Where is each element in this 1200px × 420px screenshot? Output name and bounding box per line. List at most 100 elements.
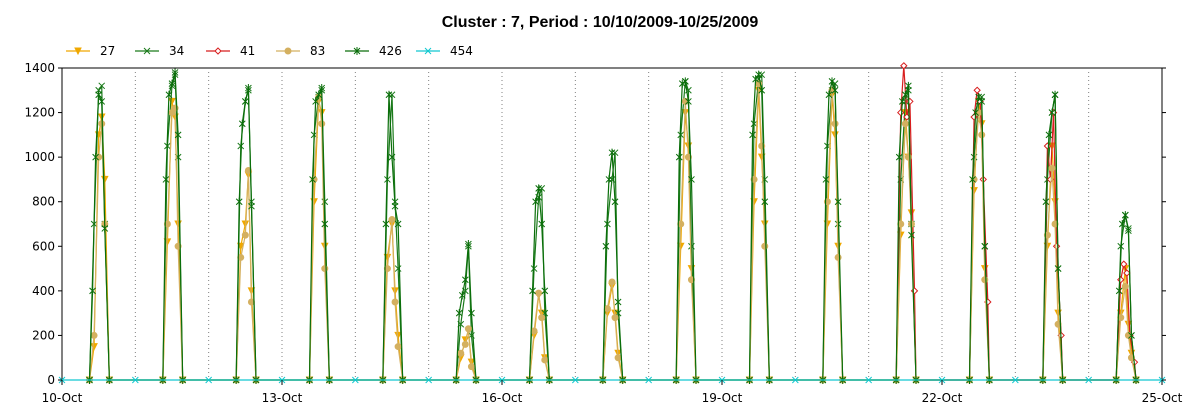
- data-point: [978, 131, 986, 139]
- data-point: [321, 265, 329, 273]
- data-point: [394, 265, 402, 272]
- data-point: [901, 90, 909, 99]
- data-point: [457, 349, 465, 357]
- data-point: [171, 68, 179, 77]
- data-point: [98, 97, 106, 106]
- data-point: [602, 242, 610, 251]
- data-point: [92, 153, 99, 162]
- data-point: [541, 356, 549, 364]
- y-tick-label: 1200: [24, 106, 55, 120]
- data-point: [529, 286, 536, 295]
- data-point: [1127, 354, 1135, 362]
- data-point: [385, 90, 393, 99]
- data-point: [458, 291, 466, 300]
- data-point: [761, 242, 769, 250]
- data-point: [163, 220, 171, 228]
- data-point: [758, 71, 766, 79]
- series-454: [58, 376, 1166, 384]
- data-point: [900, 62, 908, 70]
- data-point: [1121, 211, 1129, 220]
- data-point: [89, 286, 96, 295]
- data-point: [972, 108, 979, 117]
- data-point: [425, 376, 433, 384]
- legend-swatch-marker: [353, 47, 361, 55]
- data-point: [1054, 264, 1062, 273]
- y-tick-label: 800: [32, 195, 55, 209]
- y-tick-label: 0: [47, 373, 55, 387]
- legend-label: 34: [169, 44, 184, 58]
- data-point: [538, 184, 546, 192]
- data-point: [831, 120, 839, 128]
- data-point: [603, 305, 611, 313]
- data-point: [608, 148, 616, 157]
- legend-item-27: 27: [66, 44, 115, 58]
- legend-label: 426: [379, 44, 402, 58]
- legend-item-83: 83: [276, 44, 325, 58]
- data-point: [530, 327, 538, 335]
- data-point: [391, 298, 399, 306]
- data-point: [1051, 90, 1059, 99]
- data-point: [978, 97, 986, 106]
- data-point: [791, 376, 799, 384]
- data-point: [351, 376, 359, 384]
- data-point: [535, 289, 543, 297]
- data-point: [241, 97, 249, 106]
- data-point: [1054, 320, 1062, 328]
- data-point: [825, 90, 833, 99]
- data-point: [1124, 331, 1132, 339]
- data-point: [464, 325, 472, 333]
- data-point: [681, 97, 689, 105]
- data-point: [315, 90, 323, 99]
- data-point: [95, 153, 103, 161]
- data-point: [645, 376, 653, 384]
- data-point: [975, 92, 983, 101]
- data-point: [1118, 220, 1126, 228]
- data-point: [865, 376, 873, 384]
- data-point: [969, 175, 976, 184]
- data-point: [174, 130, 182, 139]
- data-point: [611, 314, 619, 322]
- data-point: [241, 231, 249, 239]
- data-point: [245, 84, 252, 93]
- y-axis: 0 200 400 600 800 1000 1200 1400: [24, 61, 1166, 387]
- data-point: [388, 153, 396, 162]
- data-point: [611, 149, 619, 157]
- data-point: [685, 97, 692, 106]
- data-point: [248, 202, 255, 211]
- data-point: [895, 153, 903, 162]
- data-point: [1123, 269, 1131, 277]
- chart-title: Cluster : 7, Period : 10/10/2009-10/25/2…: [442, 14, 759, 31]
- data-point: [388, 216, 396, 224]
- data-point: [165, 90, 173, 99]
- data-point: [681, 77, 689, 86]
- x-tick-label: 19-Oct: [702, 391, 743, 405]
- data-point: [237, 142, 245, 150]
- data-point: [541, 286, 549, 295]
- data-point: [388, 91, 396, 99]
- data-point: [1115, 286, 1123, 295]
- data-point: [605, 175, 613, 184]
- data-point: [309, 175, 316, 184]
- data-point: [461, 275, 469, 284]
- y-tick-label: 1000: [24, 150, 55, 164]
- legend: 27 34 41 83 426 454: [66, 44, 473, 58]
- data-point: [908, 231, 915, 240]
- data-point: [898, 97, 906, 106]
- data-point: [101, 224, 109, 233]
- data-point: [468, 309, 475, 318]
- data-point: [394, 331, 402, 340]
- data-point: [684, 153, 692, 161]
- data-point: [162, 175, 170, 184]
- legend-label: 41: [240, 44, 255, 58]
- data-point: [1128, 331, 1135, 340]
- data-point: [1051, 220, 1059, 228]
- y-tick-label: 200: [32, 328, 55, 342]
- x-tick-label: 16-Oct: [482, 391, 523, 405]
- data-point: [90, 331, 98, 339]
- data-point: [535, 184, 543, 193]
- data-point: [905, 81, 912, 90]
- data-point: [321, 220, 329, 228]
- legend-label: 27: [100, 44, 115, 58]
- data-point: [1045, 130, 1053, 139]
- data-point: [614, 298, 622, 306]
